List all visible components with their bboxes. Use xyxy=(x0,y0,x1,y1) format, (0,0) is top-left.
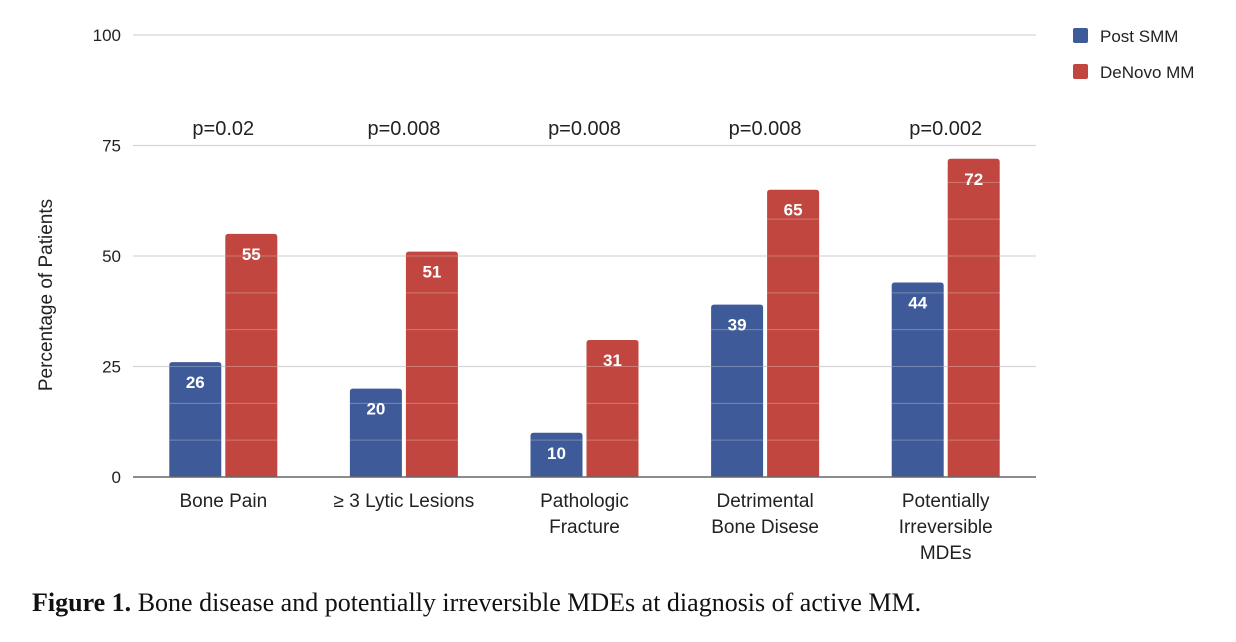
bar-denovo-mm-2 xyxy=(586,339,639,477)
category-label-4: Irreversible xyxy=(899,517,993,538)
data-labels: 26 20 10 39 44 55 51 31 65 72 xyxy=(186,170,983,463)
data-label-post-smm-1: 20 xyxy=(366,400,385,419)
data-label-denovo-mm-3: 65 xyxy=(784,201,803,220)
p-value-annotation-1: p=0.008 xyxy=(367,118,440,140)
y-tick-label-100: 100 xyxy=(93,26,121,45)
legend-swatch-1 xyxy=(1073,64,1088,79)
legend-label-1: DeNovo MM xyxy=(1100,63,1194,82)
data-label-post-smm-2: 10 xyxy=(547,444,566,463)
data-label-denovo-mm-4: 72 xyxy=(964,170,983,189)
bar-denovo-mm-4 xyxy=(947,158,1000,477)
legend-label-0: Post SMM xyxy=(1100,27,1178,46)
p-value-annotation-4: p=0.002 xyxy=(909,118,982,140)
p-value-annotations: p=0.02 p=0.008 p=0.008 p=0.008 p=0.002 xyxy=(192,118,982,140)
bar-chart: 0 25 50 75 100 26 20 10 39 44 55 51 31 65 72 Bone Pai… xyxy=(36,26,1194,564)
p-value-annotation-3: p=0.008 xyxy=(729,118,802,140)
figure-caption: Figure 1. Bone disease and potentially i… xyxy=(32,588,921,618)
legend-swatch-0 xyxy=(1073,28,1088,43)
bar-post-smm-1 xyxy=(349,388,402,477)
data-label-denovo-mm-1: 51 xyxy=(422,263,441,282)
data-label-post-smm-4: 44 xyxy=(908,294,927,313)
category-label-1: ≥ 3 Lytic Lesions xyxy=(334,491,475,512)
bar-inner-lines xyxy=(169,181,1000,441)
caption-text: Bone disease and potentially irreversibl… xyxy=(131,588,922,617)
data-label-post-smm-3: 39 xyxy=(728,316,747,335)
category-label-2: Fracture xyxy=(549,517,620,538)
y-tick-label-75: 75 xyxy=(102,137,121,156)
bar-post-smm-4 xyxy=(891,282,944,477)
bar-post-smm-3 xyxy=(711,304,764,477)
y-tick-label-50: 50 xyxy=(102,247,121,266)
data-label-denovo-mm-2: 31 xyxy=(603,351,622,370)
bar-post-smm-0 xyxy=(169,362,222,477)
bar-denovo-mm-0 xyxy=(225,233,278,477)
category-label-4: Potentially xyxy=(902,491,990,512)
p-value-annotation-2: p=0.008 xyxy=(548,118,621,140)
category-label-4: MDEs xyxy=(920,543,972,564)
data-label-denovo-mm-0: 55 xyxy=(242,245,261,264)
gridlines xyxy=(133,34,1036,368)
category-label-3: Bone Disese xyxy=(711,517,819,538)
data-label-post-smm-0: 26 xyxy=(186,373,205,392)
bar-post-smm-2 xyxy=(530,432,583,477)
category-label-2: Pathologic xyxy=(540,491,629,512)
category-label-0: Bone Pain xyxy=(179,491,267,512)
bars xyxy=(169,158,1000,477)
y-tick-label-0: 0 xyxy=(112,468,121,487)
bar-denovo-mm-3 xyxy=(767,189,820,477)
category-label-3: Detrimental xyxy=(717,491,814,512)
figure-label: Figure 1. xyxy=(32,588,132,617)
p-value-annotation-0: p=0.02 xyxy=(192,118,254,140)
y-axis-title: Percentage of Patients xyxy=(36,199,57,391)
bar-denovo-mm-1 xyxy=(405,251,458,477)
x-axis-category-labels: Bone Pain ≥ 3 Lytic Lesions Pathologic Frac… xyxy=(179,491,992,564)
y-tick-label-25: 25 xyxy=(102,358,121,377)
legend: Post SMM DeNovo MM xyxy=(1073,27,1194,82)
y-axis-ticks: 0 25 50 75 100 xyxy=(93,26,121,487)
